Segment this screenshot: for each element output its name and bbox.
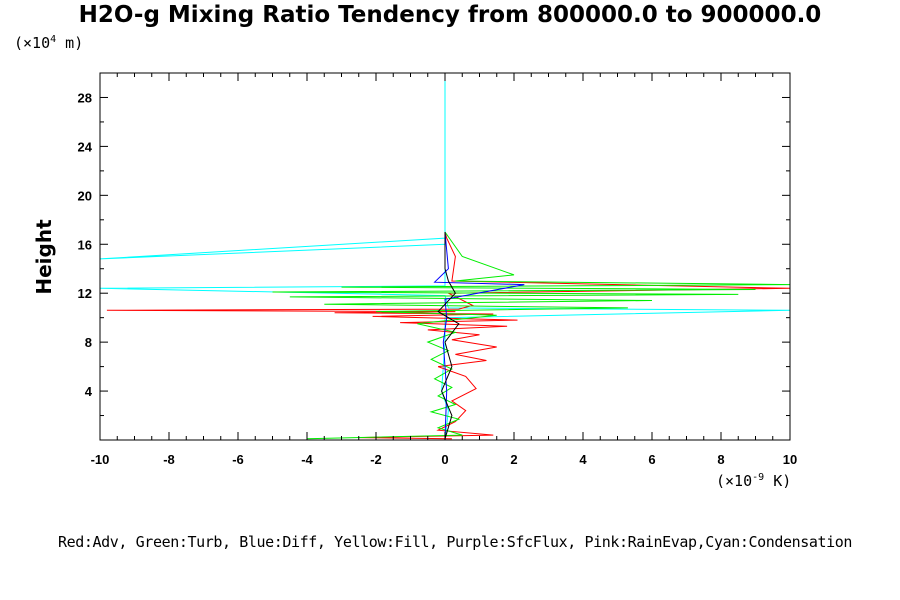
y-tick-label: 24 bbox=[78, 139, 93, 154]
legend: Red:Adv, Green:Turb, Blue:Diff, Yellow:F… bbox=[58, 533, 853, 551]
y-unit-label: (×104 m) bbox=[14, 34, 83, 52]
x-unit-label: (×10-9 K) bbox=[716, 472, 791, 490]
x-tick-label: 2 bbox=[510, 452, 517, 467]
x-tick-label: 6 bbox=[648, 452, 655, 467]
y-tick-label: 28 bbox=[78, 90, 92, 105]
series-line-total bbox=[437, 232, 460, 439]
y-unit-tail: m) bbox=[56, 34, 84, 52]
x-unit-tail: K) bbox=[764, 472, 792, 490]
y-tick-label: 12 bbox=[78, 286, 92, 301]
y-unit-exponent: 4 bbox=[50, 34, 57, 45]
y-unit-base: (×10 bbox=[14, 34, 51, 52]
x-unit-exponent: -9 bbox=[752, 472, 765, 483]
x-tick-label: 8 bbox=[717, 452, 724, 467]
y-tick-label: 8 bbox=[85, 335, 92, 350]
y-tick-label: 20 bbox=[78, 188, 92, 203]
y-tick-label: 4 bbox=[85, 384, 93, 399]
x-tick-label: -8 bbox=[163, 452, 175, 467]
x-tick-label: 10 bbox=[783, 452, 797, 467]
series-line-diff bbox=[433, 231, 525, 439]
series-line-turb bbox=[272, 231, 790, 440]
y-tick-label: 16 bbox=[78, 237, 92, 252]
series-line-adv bbox=[106, 231, 790, 440]
x-tick-label: -4 bbox=[301, 452, 313, 467]
x-tick-label: -6 bbox=[232, 452, 244, 467]
x-tick-label: 0 bbox=[441, 452, 448, 467]
x-tick-label: -10 bbox=[91, 452, 110, 467]
x-unit-base: (×10 bbox=[716, 472, 753, 490]
x-tick-label: 4 bbox=[579, 452, 587, 467]
chart-title: H2O-g Mixing Ratio Tendency from 800000.… bbox=[78, 2, 822, 28]
x-tick-label: -2 bbox=[370, 452, 382, 467]
